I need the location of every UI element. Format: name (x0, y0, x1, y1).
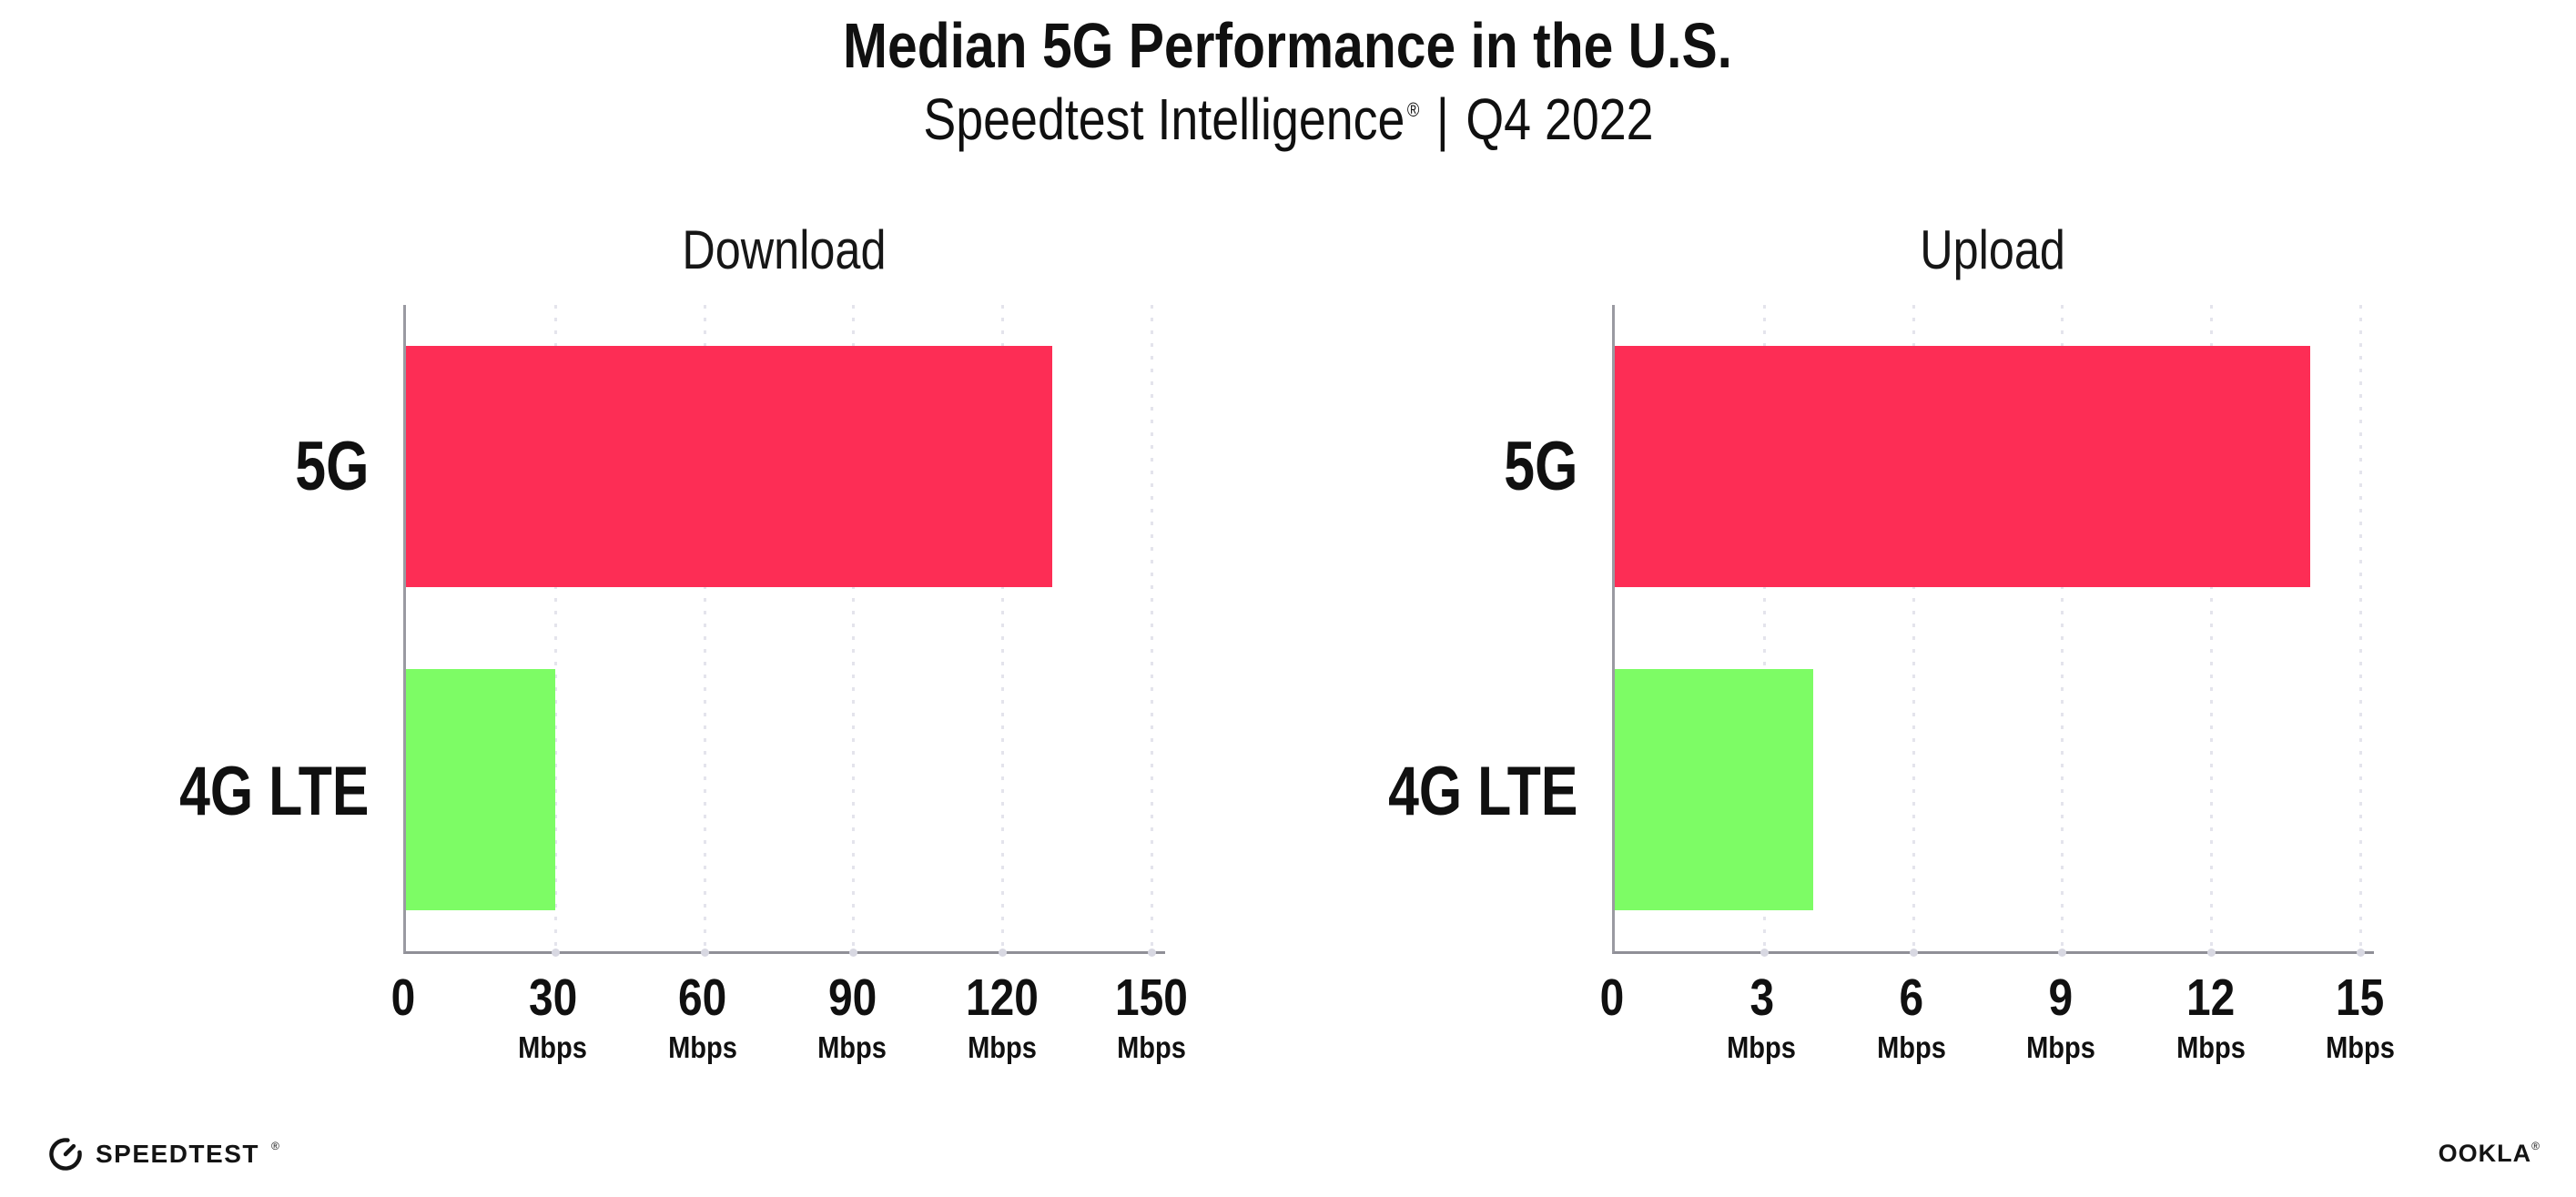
x-tick: 15 Mbps (2321, 969, 2399, 1064)
x-tick-unit: Mbps (518, 1030, 588, 1064)
x-tick: 0 (389, 972, 418, 1024)
category-label-text: 5G (1503, 428, 1577, 506)
x-tick: 3 Mbps (1722, 969, 1800, 1064)
gridline (999, 305, 1008, 957)
gridline (551, 305, 560, 957)
gridline (700, 305, 709, 957)
upload-plot-area (1612, 305, 2374, 957)
category-label-4g-lte: 4G LTE (1300, 752, 1612, 830)
x-tick: 6 Mbps (1872, 969, 1951, 1064)
x-tick-value: 60 (678, 969, 727, 1027)
x-tick: 0 (1597, 972, 1627, 1024)
bar-4g-lte (1615, 669, 1814, 910)
download-category-axis: 5G 4G LTE (91, 305, 403, 954)
x-tick-unit: Mbps (667, 1030, 737, 1064)
subtitle-brand: Speedtest Intelligence (922, 86, 1405, 152)
gridline (2058, 305, 2067, 957)
x-tick-value: 0 (1599, 969, 1625, 1027)
ookla-logo: OOKLA ® (2439, 1140, 2540, 1168)
category-label-5g: 5G (1300, 432, 1612, 502)
category-label-text: 4G LTE (1387, 752, 1577, 830)
subtitle-separator: | (1435, 86, 1449, 152)
x-tick-value: 3 (1749, 969, 1774, 1027)
x-tick: 90 Mbps (813, 969, 891, 1064)
page-title: Median 5G Performance in the U.S. (0, 11, 2576, 81)
x-tick-unit: Mbps (1117, 1030, 1186, 1064)
x-tick-value: 15 (2336, 969, 2385, 1027)
x-tick-unit: Mbps (2026, 1030, 2096, 1064)
x-tick: 120 Mbps (958, 969, 1045, 1064)
ookla-wordmark: OOKLA (2438, 1140, 2532, 1167)
x-tick-value: 6 (1899, 969, 1924, 1027)
gridline (1909, 305, 1918, 957)
page-title-text: Median 5G Performance in the U.S. (843, 10, 1733, 81)
gridline (1147, 305, 1156, 957)
upload-chart: Upload 5G 4G LTE 0 3 Mbps 6 Mbps 9 Mbps 12 Mbps 15… (1300, 218, 2395, 1092)
download-plot-area (403, 305, 1165, 957)
subtitle-period: Q4 2022 (1465, 86, 1654, 152)
category-label-text: 4G LTE (178, 752, 369, 830)
speedometer-gauge-icon (49, 1138, 82, 1171)
x-tick-value: 30 (528, 969, 577, 1027)
x-tick: 30 Mbps (513, 969, 592, 1064)
x-tick-value: 0 (390, 969, 416, 1027)
x-tick-unit: Mbps (1727, 1030, 1797, 1064)
speedtest-registered-mark-icon: ® (270, 1140, 279, 1152)
x-tick-value: 90 (827, 969, 877, 1027)
x-tick-unit: Mbps (967, 1030, 1037, 1064)
x-tick-unit: Mbps (1876, 1030, 1946, 1064)
page-subtitle: Speedtest Intelligence ® | Q4 2022 (0, 87, 2576, 151)
x-tick: 9 Mbps (2022, 969, 2100, 1064)
bar-5g (1615, 346, 2311, 587)
speedtest-logo: SPEEDTEST ® (47, 1136, 279, 1172)
upload-category-axis: 5G 4G LTE (1300, 305, 1612, 954)
x-tick-value: 12 (2186, 969, 2236, 1027)
category-label-text: 5G (294, 428, 369, 506)
download-x-axis: 0 30 Mbps 60 Mbps 90 Mbps 120 Mbps 150 Mbps (391, 969, 1188, 1090)
gridline (1760, 305, 1769, 957)
category-label-4g-lte: 4G LTE (91, 752, 403, 830)
x-tick-unit: Mbps (817, 1030, 887, 1064)
gridline (2356, 305, 2365, 957)
x-tick-unit: Mbps (2175, 1030, 2246, 1064)
upload-x-axis: 0 3 Mbps 6 Mbps 9 Mbps 12 Mbps 15 Mbps (1600, 969, 2395, 1090)
registered-mark-icon: ® (1406, 97, 1419, 121)
x-tick-value: 120 (965, 969, 1039, 1027)
gridline (2207, 305, 2216, 957)
upload-chart-title: Upload (1920, 219, 2066, 280)
x-tick-value: 150 (1114, 969, 1188, 1027)
bar-5g (406, 346, 1052, 587)
gridline (849, 305, 858, 957)
download-chart: Download 5G 4G LTE 0 30 Mbps 60 Mbps 90 Mbps 120… (91, 218, 1188, 1092)
category-label-5g: 5G (91, 432, 403, 502)
x-tick-value: 9 (2048, 969, 2074, 1027)
x-tick: 12 Mbps (2171, 969, 2249, 1064)
speedtest-wordmark: SPEEDTEST (96, 1140, 259, 1168)
x-tick: 150 Mbps (1108, 969, 1194, 1064)
ookla-registered-mark-icon: ® (2531, 1139, 2540, 1152)
bar-4g-lte (406, 669, 555, 910)
x-tick: 60 Mbps (664, 969, 742, 1064)
x-tick-unit: Mbps (2326, 1030, 2395, 1064)
download-chart-title: Download (682, 219, 887, 280)
